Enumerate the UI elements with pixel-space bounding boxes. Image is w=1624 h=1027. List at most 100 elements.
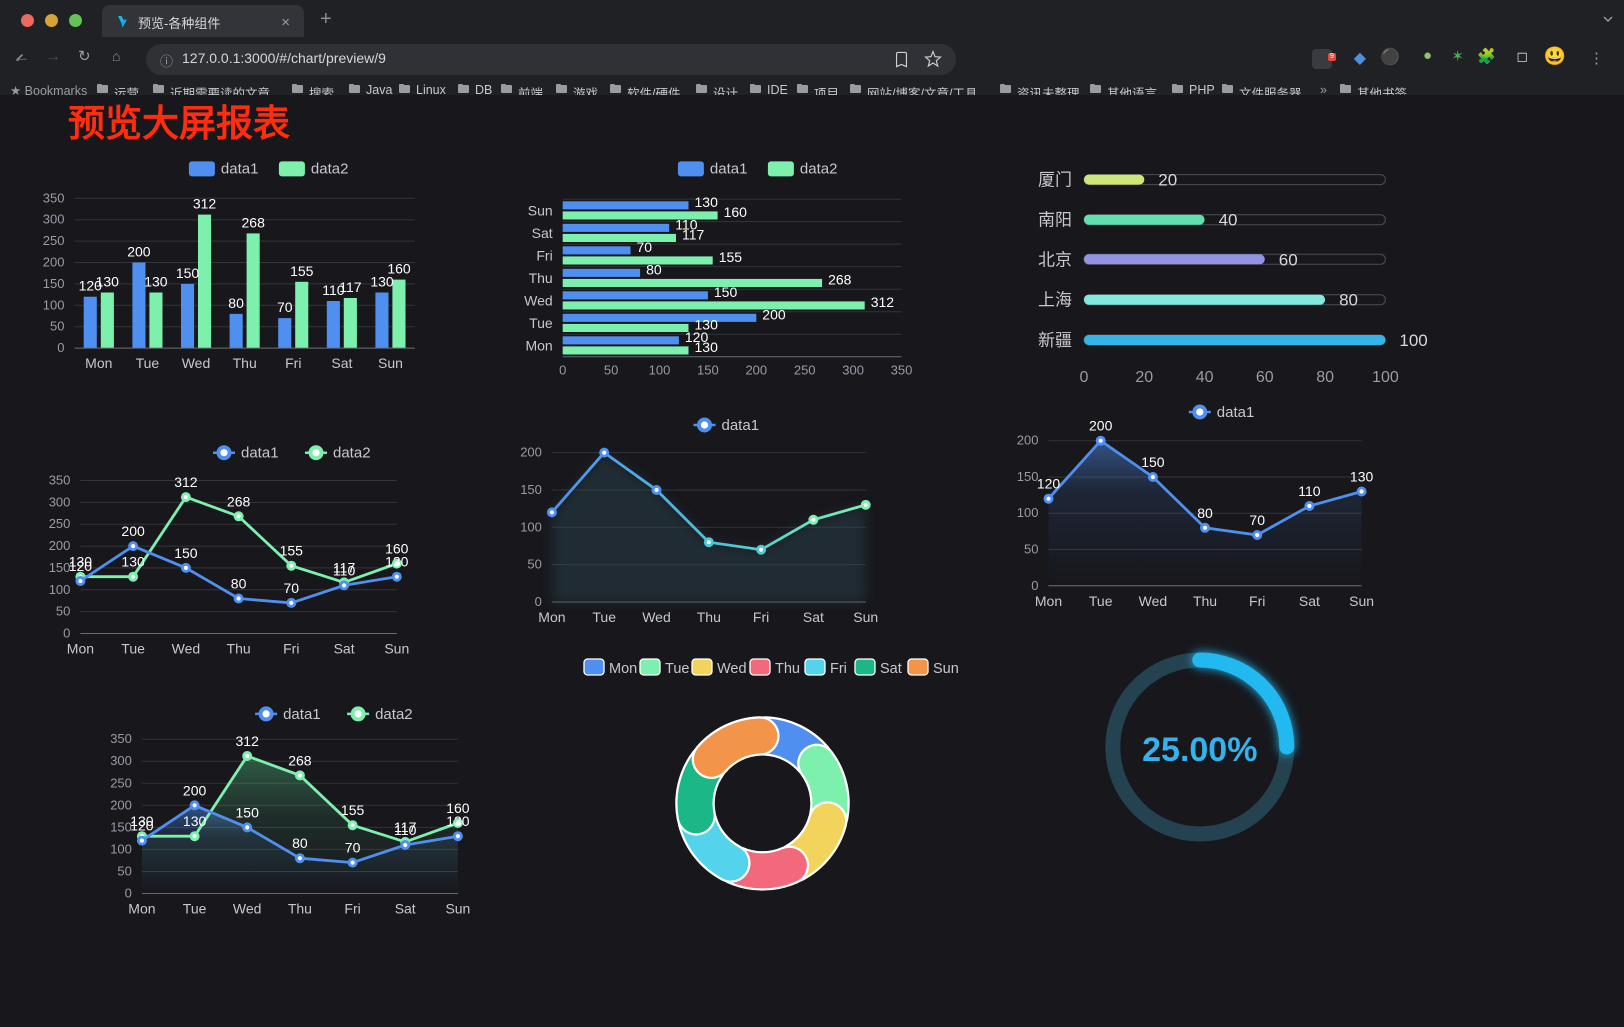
svg-text:Thu: Thu <box>227 641 251 657</box>
svg-text:Sat: Sat <box>532 225 553 241</box>
svg-text:130: 130 <box>1350 469 1374 485</box>
svg-text:300: 300 <box>110 753 132 768</box>
svg-text:Sat: Sat <box>395 901 416 917</box>
svg-text:0: 0 <box>559 363 566 378</box>
svg-text:155: 155 <box>280 543 304 559</box>
svg-text:Tue: Tue <box>665 661 689 677</box>
svg-text:Mon: Mon <box>85 355 112 371</box>
svg-text:Thu: Thu <box>775 661 800 677</box>
svg-text:117: 117 <box>339 279 362 295</box>
svg-text:100: 100 <box>1399 331 1427 350</box>
svg-text:130: 130 <box>695 194 719 210</box>
svg-text:0: 0 <box>535 594 542 609</box>
svg-text:Sun: Sun <box>933 661 959 677</box>
svg-text:80: 80 <box>1316 369 1334 386</box>
svg-text:160: 160 <box>387 261 411 277</box>
svg-text:南阳: 南阳 <box>1038 211 1072 230</box>
svg-text:300: 300 <box>49 494 71 509</box>
svg-text:Thu: Thu <box>697 609 721 625</box>
svg-text:100: 100 <box>49 582 71 597</box>
svg-text:200: 200 <box>121 523 145 539</box>
svg-text:268: 268 <box>288 752 312 768</box>
svg-text:Mon: Mon <box>128 901 155 917</box>
svg-text:Sat: Sat <box>803 609 824 625</box>
svg-text:Sun: Sun <box>853 609 878 625</box>
svg-text:130: 130 <box>183 813 207 829</box>
svg-text:Sun: Sun <box>445 901 470 917</box>
svg-text:130: 130 <box>121 554 145 570</box>
svg-text:Sun: Sun <box>528 202 553 218</box>
svg-text:312: 312 <box>236 733 260 749</box>
svg-text:80: 80 <box>1197 505 1213 521</box>
svg-text:20: 20 <box>1135 369 1153 386</box>
svg-text:data2: data2 <box>311 160 349 177</box>
svg-text:150: 150 <box>43 276 65 291</box>
svg-text:Tue: Tue <box>529 315 553 331</box>
svg-text:150: 150 <box>1017 469 1039 484</box>
svg-text:Mon: Mon <box>525 337 552 353</box>
svg-text:新疆: 新疆 <box>1038 331 1072 350</box>
svg-text:60: 60 <box>1279 250 1298 269</box>
svg-text:厦门: 厦门 <box>1038 171 1072 190</box>
svg-text:Thu: Thu <box>1193 593 1217 609</box>
svg-text:50: 50 <box>527 557 541 572</box>
svg-text:100: 100 <box>649 363 671 378</box>
svg-text:350: 350 <box>43 190 65 205</box>
svg-text:130: 130 <box>695 339 719 355</box>
svg-text:110: 110 <box>333 562 356 578</box>
svg-text:data2: data2 <box>375 706 413 723</box>
svg-text:200: 200 <box>762 306 786 322</box>
svg-text:250: 250 <box>49 516 71 531</box>
svg-text:150: 150 <box>520 482 542 497</box>
svg-text:Thu: Thu <box>233 355 257 371</box>
svg-text:268: 268 <box>242 214 266 230</box>
svg-text:50: 50 <box>604 363 618 378</box>
svg-text:Wed: Wed <box>717 661 747 677</box>
svg-text:100: 100 <box>1372 369 1399 386</box>
svg-text:50: 50 <box>117 864 131 879</box>
svg-text:Wed: Wed <box>172 641 201 657</box>
svg-text:120: 120 <box>1037 476 1061 492</box>
svg-text:150: 150 <box>174 545 198 561</box>
svg-text:155: 155 <box>341 802 365 818</box>
svg-text:Tue: Tue <box>592 609 616 625</box>
svg-text:data1: data1 <box>241 445 279 462</box>
svg-text:250: 250 <box>110 775 132 790</box>
svg-text:0: 0 <box>1031 578 1038 593</box>
svg-text:Tue: Tue <box>136 355 160 371</box>
svg-text:Wed: Wed <box>233 901 262 917</box>
svg-text:350: 350 <box>49 473 71 488</box>
svg-text:Thu: Thu <box>529 270 553 286</box>
svg-text:150: 150 <box>176 265 200 281</box>
svg-text:Fri: Fri <box>1249 593 1265 609</box>
svg-text:80: 80 <box>1339 291 1358 310</box>
svg-text:Fri: Fri <box>344 901 360 917</box>
svg-text:Sat: Sat <box>331 355 352 371</box>
svg-text:0: 0 <box>125 886 132 901</box>
svg-text:data1: data1 <box>283 706 321 723</box>
svg-text:data1: data1 <box>710 160 748 177</box>
svg-text:120: 120 <box>69 558 93 574</box>
svg-text:200: 200 <box>127 244 151 260</box>
svg-text:0: 0 <box>57 340 64 355</box>
svg-text:80: 80 <box>646 261 662 277</box>
svg-text:0: 0 <box>1080 369 1089 386</box>
svg-text:150: 150 <box>714 284 738 300</box>
svg-text:60: 60 <box>1256 369 1274 386</box>
svg-text:268: 268 <box>227 493 251 509</box>
svg-text:北京: 北京 <box>1038 250 1072 269</box>
svg-text:25.00%: 25.00% <box>1142 731 1257 769</box>
svg-text:data1: data1 <box>221 160 259 177</box>
svg-text:350: 350 <box>110 731 132 746</box>
svg-text:70: 70 <box>637 239 653 255</box>
svg-text:100: 100 <box>110 841 132 856</box>
svg-text:上海: 上海 <box>1038 291 1072 310</box>
svg-text:50: 50 <box>1024 542 1038 557</box>
svg-text:data2: data2 <box>333 445 371 462</box>
svg-text:Sun: Sun <box>384 641 409 657</box>
svg-text:350: 350 <box>891 363 913 378</box>
svg-text:Mon: Mon <box>1035 593 1062 609</box>
svg-text:Fri: Fri <box>753 609 769 625</box>
svg-text:50: 50 <box>50 319 64 334</box>
svg-text:20: 20 <box>1158 171 1177 190</box>
